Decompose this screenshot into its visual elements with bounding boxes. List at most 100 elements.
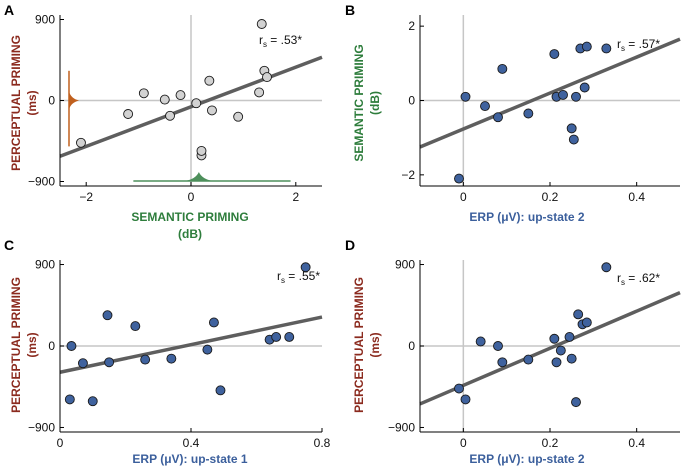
fit-line xyxy=(59,315,323,374)
x-tick-label: 0.4 xyxy=(183,436,200,450)
data-point xyxy=(581,317,592,328)
data-point xyxy=(551,357,562,368)
y-axis-label-line2: (dB) xyxy=(368,91,382,115)
data-point xyxy=(138,88,149,99)
correlation-stat: rs = .55* xyxy=(277,269,320,285)
data-point xyxy=(271,331,282,342)
x-tick-label: 0 xyxy=(460,190,467,204)
data-point xyxy=(208,317,219,328)
fit-line xyxy=(419,290,681,406)
y-tick-label: 900 xyxy=(35,258,55,272)
data-point xyxy=(130,321,141,332)
data-point xyxy=(66,341,77,351)
data-point xyxy=(497,357,508,368)
data-point xyxy=(564,331,575,342)
y-axis-label-line1: PERCEPTUAL PRIMING xyxy=(352,277,366,413)
data-point xyxy=(104,357,115,368)
x-axis-label-line1: SEMANTIC PRIMING xyxy=(131,210,248,224)
data-point xyxy=(566,123,577,134)
x-axis-label: ERP (μV): up-state 1 xyxy=(132,452,247,466)
y-axis-label-line2: (ms) xyxy=(368,332,382,357)
data-point xyxy=(475,336,486,347)
x-tick-label: 0 xyxy=(188,190,195,204)
y-axis-label-line1: SEMANTIC PRIMING xyxy=(352,44,366,161)
data-point xyxy=(191,98,202,109)
y-axis-label-line2: (ms) xyxy=(25,90,39,115)
x-axis-label: ERP (μV): up-state 2 xyxy=(469,210,584,224)
panel-letter: D xyxy=(345,237,355,253)
data-point xyxy=(159,94,170,105)
y-distribution-peak xyxy=(69,91,79,110)
data-point xyxy=(523,108,534,119)
x-distribution-peak xyxy=(184,172,213,181)
y-tick-label: 0 xyxy=(48,339,55,353)
x-tick-label: 0.4 xyxy=(628,190,645,204)
y-axis-label-line1: PERCEPTUAL PRIMING xyxy=(9,277,23,413)
y-axis-label-line1: PERCEPTUAL PRIMING xyxy=(9,35,23,171)
data-point xyxy=(480,101,490,112)
data-point xyxy=(77,358,88,369)
panel-d: 0 0.2 0.4 900 0 −900 D PERCEPTUAL PRIMING (ms… xyxy=(345,237,681,466)
fit-line xyxy=(59,55,323,158)
data-point xyxy=(497,63,508,74)
panel-letter: B xyxy=(345,2,355,18)
data-point xyxy=(460,91,471,102)
x-tick-label: −2 xyxy=(79,190,93,204)
x-axis-label-line2: (dB) xyxy=(178,227,202,241)
data-point xyxy=(76,137,86,148)
data-point xyxy=(571,397,581,408)
y-tick-label: −2 xyxy=(401,168,415,182)
data-point xyxy=(284,331,295,342)
y-axis-label-line2: (ms) xyxy=(25,332,39,357)
data-point xyxy=(196,145,207,156)
data-point xyxy=(262,72,272,83)
data-point xyxy=(140,354,151,365)
data-point xyxy=(87,396,98,407)
data-point xyxy=(581,41,592,52)
y-tick-label: 0 xyxy=(408,339,415,353)
data-point xyxy=(256,19,267,29)
y-tick-label: −900 xyxy=(28,175,55,189)
data-point xyxy=(300,262,311,273)
fit-line xyxy=(419,37,681,149)
x-tick-label: 0 xyxy=(460,436,467,450)
data-point xyxy=(579,82,590,93)
y-tick-label: −900 xyxy=(28,420,55,434)
panel-letter: A xyxy=(4,2,14,18)
data-point xyxy=(233,111,244,122)
x-tick-label: 0.2 xyxy=(542,436,559,450)
y-tick-label: 900 xyxy=(395,258,415,272)
correlation-stat: rs = .62* xyxy=(617,271,660,287)
x-tick-label: 0.8 xyxy=(314,436,331,450)
y-tick-label: 900 xyxy=(35,13,55,27)
data-point xyxy=(493,341,503,351)
data-point xyxy=(165,110,175,121)
data-point xyxy=(573,309,584,320)
data-point xyxy=(175,90,186,101)
x-axis-label: ERP (μV): up-state 2 xyxy=(469,452,584,466)
data-point xyxy=(601,262,612,273)
x-tick-label: 0 xyxy=(57,436,64,450)
data-point xyxy=(204,75,215,86)
panel-a: −2 0 2 900 0 −900 A PERCEPTUAL PRIMING (ms) S… xyxy=(4,2,323,241)
y-tick-label: 0 xyxy=(48,94,55,108)
data-point xyxy=(549,49,560,59)
data-point xyxy=(454,383,464,394)
data-point xyxy=(64,394,75,405)
data-point xyxy=(566,353,577,364)
x-tick-label: 2 xyxy=(292,190,299,204)
data-point xyxy=(207,105,217,116)
data-point xyxy=(215,385,226,396)
correlation-stat: rs = .57* xyxy=(617,37,660,53)
y-tick-label: 0 xyxy=(408,94,415,108)
data-point xyxy=(558,89,568,100)
panel-letter: C xyxy=(4,237,14,253)
data-point xyxy=(568,134,579,145)
data-point xyxy=(254,87,265,98)
data-point xyxy=(166,353,177,364)
data-point xyxy=(571,91,581,102)
correlation-stat: rs = .53* xyxy=(259,33,302,49)
data-point xyxy=(123,109,134,119)
